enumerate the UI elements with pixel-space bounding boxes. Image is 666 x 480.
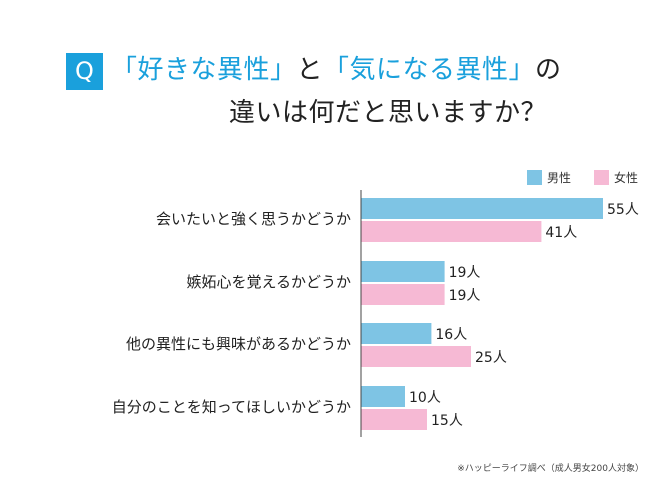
category-label: 他の異性にも興味があるかどうか <box>126 335 351 353</box>
data-label: 10人 <box>409 390 441 406</box>
legend-swatch-1 <box>594 170 609 185</box>
category-label: 自分のことを知ってほしいかどうか <box>112 398 351 416</box>
title-connector: と <box>296 55 324 85</box>
data-label: 41人 <box>545 225 577 241</box>
chart-title-line-2: 違いは何だと思いますか？ <box>229 98 548 128</box>
legend-swatch-0 <box>527 170 542 185</box>
bar-female <box>361 346 471 367</box>
bar-male <box>361 386 405 407</box>
chart-title-line-1: 「好きな異性」と「気になる異性」の <box>111 50 562 90</box>
legend-label-1: 女性 <box>614 170 638 185</box>
data-label: 15人 <box>431 413 463 429</box>
bar-male <box>361 261 445 282</box>
category-label: 会いたいと強く思うかどうか <box>156 210 351 228</box>
data-label: 55人 <box>607 202 639 218</box>
bar-female <box>361 221 542 242</box>
bar-female <box>361 284 445 305</box>
title-highlight-favorite: 「好きな異性」 <box>111 55 297 85</box>
data-label: 16人 <box>435 327 467 343</box>
title-particle: の <box>535 55 562 85</box>
question-badge: Q <box>66 53 103 90</box>
data-label: 19人 <box>449 288 481 304</box>
data-label: 19人 <box>449 265 481 281</box>
category-label: 嫉妬心を覚えるかどうか <box>186 273 351 291</box>
data-label: 25人 <box>475 350 507 366</box>
legend-label-0: 男性 <box>547 171 571 185</box>
bar-male <box>361 198 603 219</box>
bar-male <box>361 323 432 344</box>
title-highlight-interested: 「気になる異性」 <box>323 55 536 85</box>
source-footnote: ※ハッピーライフ調べ（成人男女200人対象） <box>457 464 644 474</box>
bar-female <box>361 409 427 430</box>
